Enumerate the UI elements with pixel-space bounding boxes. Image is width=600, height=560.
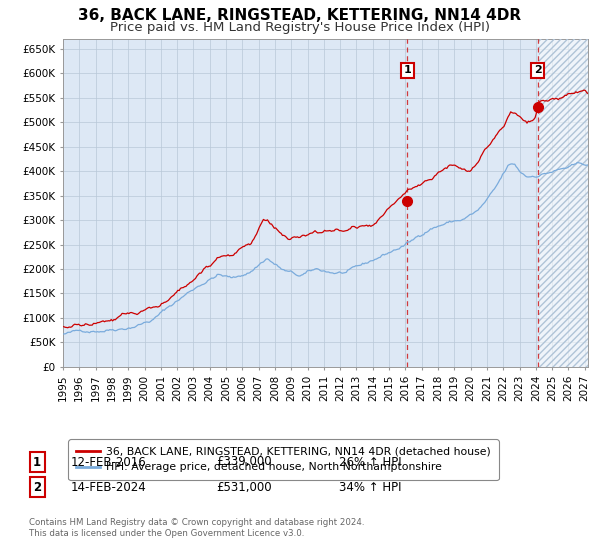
Text: Contains HM Land Registry data © Crown copyright and database right 2024.
This d: Contains HM Land Registry data © Crown c… (29, 518, 364, 538)
Text: 2: 2 (534, 66, 542, 76)
Legend: 36, BACK LANE, RINGSTEAD, KETTERING, NN14 4DR (detached house), HPI: Average pri: 36, BACK LANE, RINGSTEAD, KETTERING, NN1… (68, 440, 499, 480)
Text: 2: 2 (33, 480, 41, 494)
Text: 1: 1 (403, 66, 411, 76)
Text: 12-FEB-2016: 12-FEB-2016 (71, 455, 146, 469)
Text: 1: 1 (33, 455, 41, 469)
Text: 14-FEB-2024: 14-FEB-2024 (71, 480, 146, 494)
Text: Price paid vs. HM Land Registry's House Price Index (HPI): Price paid vs. HM Land Registry's House … (110, 21, 490, 34)
Text: £531,000: £531,000 (216, 480, 272, 494)
Text: 26% ↑ HPI: 26% ↑ HPI (339, 455, 401, 469)
Text: 36, BACK LANE, RINGSTEAD, KETTERING, NN14 4DR: 36, BACK LANE, RINGSTEAD, KETTERING, NN1… (79, 8, 521, 24)
Text: 34% ↑ HPI: 34% ↑ HPI (339, 480, 401, 494)
Text: £339,000: £339,000 (216, 455, 272, 469)
